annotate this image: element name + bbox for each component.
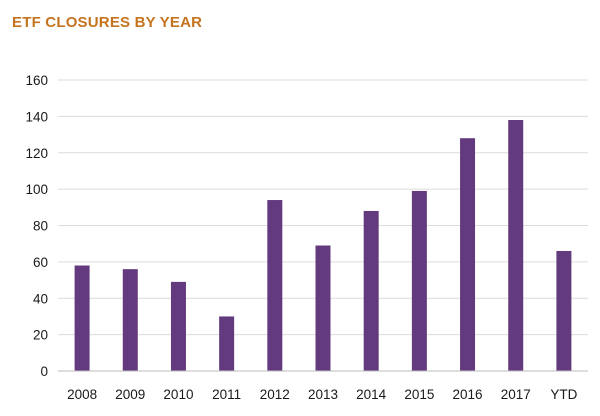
x-tick-label-2008: 2008 (67, 387, 97, 402)
bar-2012 (267, 200, 283, 371)
x-tick-label-2009: 2009 (115, 387, 145, 402)
bar-2008 (74, 265, 90, 371)
x-tick-label-2016: 2016 (453, 387, 483, 402)
chart-title: ETF CLOSURES BY YEAR (12, 14, 203, 31)
x-tick-label-2013: 2013 (308, 387, 338, 402)
x-tick-label-ytd: YTD (550, 387, 577, 402)
y-tick-label-80: 80 (33, 219, 48, 234)
bar-ytd (556, 250, 572, 371)
bar-2017 (508, 120, 524, 371)
y-tick-label-140: 140 (25, 109, 48, 124)
bar-2015 (411, 190, 427, 371)
bar-2009 (122, 269, 138, 371)
x-tick-label-2014: 2014 (356, 387, 387, 402)
x-axis-tick-labels: 2008 2009 2010 2011 2012 2013 2014 2015 2016 2017… (67, 387, 578, 402)
bar-2016 (460, 138, 476, 371)
bar-2014 (363, 210, 379, 371)
x-tick-label-2015: 2015 (404, 387, 434, 402)
y-tick-label-0: 0 (40, 364, 48, 379)
y-tick-label-60: 60 (33, 255, 48, 270)
bar-2013 (315, 245, 331, 371)
bar-2011 (219, 316, 235, 371)
bars (74, 120, 572, 371)
y-tick-label-160: 160 (25, 73, 48, 88)
y-tick-label-120: 120 (25, 146, 48, 161)
bar-2010 (170, 281, 186, 371)
x-tick-label-2017: 2017 (501, 387, 531, 402)
x-tick-label-2011: 2011 (212, 387, 241, 402)
x-tick-label-2012: 2012 (260, 387, 290, 402)
y-tick-label-20: 20 (33, 328, 48, 343)
x-tick-label-2010: 2010 (163, 387, 193, 402)
y-tick-label-100: 100 (25, 182, 48, 197)
y-axis-tick-labels: 0 20 40 60 80 100 120 140 160 (25, 73, 48, 379)
y-tick-label-40: 40 (33, 291, 48, 306)
